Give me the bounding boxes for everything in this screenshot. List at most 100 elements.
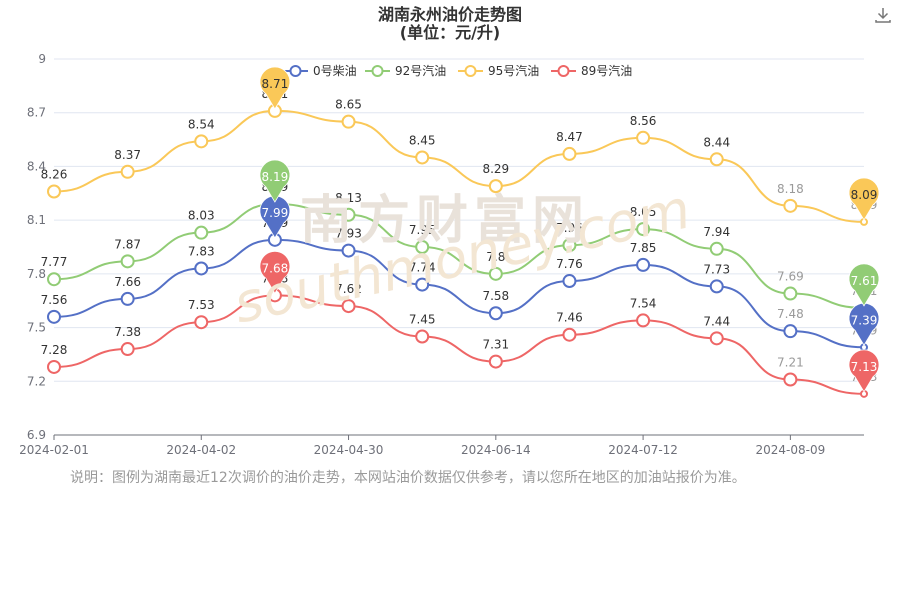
- data-label: 8.18: [777, 182, 804, 196]
- y-tick-label: 8.4: [27, 159, 46, 173]
- data-point: [783, 372, 798, 387]
- data-point: [709, 331, 724, 346]
- data-label: 7.73: [703, 262, 730, 276]
- y-tick-label: 8.1: [27, 213, 46, 227]
- data-point: [415, 277, 430, 292]
- series-line: [53, 238, 865, 349]
- legend-marker: [371, 65, 384, 77]
- data-label: 8.65: [335, 98, 362, 112]
- data-point: [120, 164, 135, 179]
- download-icon[interactable]: [874, 6, 892, 24]
- chart-note: 说明：图例为湖南最近12次调价的油价走势，本网站油价数据仅供参考，请以您所在地区…: [70, 470, 746, 486]
- data-label: 7.77: [41, 255, 68, 269]
- data-label: 8.03: [188, 209, 215, 223]
- marker-pin: 8.09: [848, 177, 880, 221]
- data-point: [709, 241, 724, 256]
- data-label: 7.85: [630, 241, 657, 255]
- data-label: 7.76: [556, 257, 583, 271]
- data-label: 7.46: [556, 311, 583, 325]
- data-point: [709, 279, 724, 294]
- data-point: [636, 130, 651, 145]
- data-point: [636, 257, 651, 272]
- data-point: [488, 354, 503, 369]
- x-tick-label: 2024-04-02: [166, 443, 236, 457]
- data-point: [47, 309, 61, 324]
- y-tick-label: 6.9: [27, 428, 46, 442]
- data-label: 7.58: [482, 289, 509, 303]
- data-label: 8.54: [188, 117, 215, 131]
- data-point: [415, 150, 430, 165]
- data-label: 7.48: [777, 307, 804, 321]
- legend-marker: [464, 65, 477, 77]
- data-point: [783, 198, 798, 213]
- data-point: [636, 313, 651, 328]
- data-point: [488, 179, 503, 194]
- pin-label: 8.19: [262, 170, 289, 184]
- data-label: 7.54: [630, 296, 657, 310]
- data-point: [194, 315, 209, 330]
- data-point: [194, 134, 209, 149]
- data-point: [783, 324, 798, 339]
- pin-shape: [259, 250, 291, 295]
- legend-marker: [557, 65, 570, 77]
- data-point: [415, 240, 430, 254]
- data-label: 8.26: [41, 167, 68, 181]
- data-point: [709, 152, 724, 167]
- legend-label: 0号柴油: [313, 64, 357, 78]
- x-tick-label: 2024-02-01: [19, 443, 89, 457]
- pin-label: 7.61: [851, 274, 878, 288]
- legend-label: 95号汽油: [488, 63, 539, 78]
- data-point: [47, 184, 61, 199]
- data-label: 7.95: [409, 223, 436, 237]
- pin-label: 8.71: [262, 77, 289, 91]
- pin-label: 8.09: [851, 188, 878, 202]
- data-label: 7.44: [703, 314, 730, 328]
- data-point: [562, 146, 577, 161]
- data-point: [194, 261, 209, 276]
- data-point: [562, 238, 577, 253]
- legend-label: 89号汽油: [581, 63, 632, 78]
- x-tick-label: 2024-04-30: [314, 443, 384, 457]
- data-label: 8.45: [409, 133, 436, 147]
- data-point: [120, 254, 135, 269]
- data-label: 7.28: [41, 343, 68, 357]
- data-point: [341, 207, 356, 222]
- pin-label: 7.39: [851, 313, 878, 327]
- data-label: 8.05: [630, 205, 657, 219]
- y-tick-label: 7.8: [27, 267, 46, 281]
- data-point: [341, 243, 356, 258]
- data-point: [120, 291, 135, 306]
- pin-shape: [848, 349, 880, 393]
- chart-subtitle: (单位：元/升): [399, 23, 501, 42]
- legend-marker: [289, 65, 302, 77]
- data-label: 8.44: [703, 135, 730, 149]
- data-label: 7.53: [188, 298, 215, 312]
- data-label: 7.94: [703, 225, 730, 239]
- marker-pin: 7.61: [848, 263, 880, 307]
- series-line: [53, 203, 865, 309]
- data-label: 8.13: [335, 191, 362, 205]
- x-tick-label: 2024-08-09: [755, 443, 825, 457]
- data-point: [341, 114, 356, 129]
- y-tick-label: 7.2: [27, 374, 46, 388]
- data-label: 7.21: [777, 355, 804, 369]
- data-label: 7.96: [556, 221, 583, 235]
- data-label: 7.83: [188, 244, 215, 258]
- legend-label: 92号汽油: [395, 63, 446, 78]
- marker-pin: 7.39: [848, 302, 880, 347]
- y-tick-label: 8.7: [27, 106, 46, 120]
- data-point: [47, 359, 61, 374]
- marker-pin: 8.71: [259, 66, 291, 110]
- data-point: [120, 342, 135, 357]
- pin-label: 7.68: [262, 261, 289, 275]
- pin-label: 7.99: [262, 206, 289, 220]
- data-point: [47, 272, 61, 287]
- chart-title: 湖南永州油价走势图: [377, 5, 522, 24]
- pin-shape: [259, 66, 291, 110]
- marker-pin: 7.99: [259, 195, 291, 239]
- data-label: 7.74: [409, 261, 436, 275]
- pin-shape: [259, 159, 291, 203]
- data-label: 8.56: [630, 114, 657, 128]
- data-label: 7.8: [486, 250, 505, 264]
